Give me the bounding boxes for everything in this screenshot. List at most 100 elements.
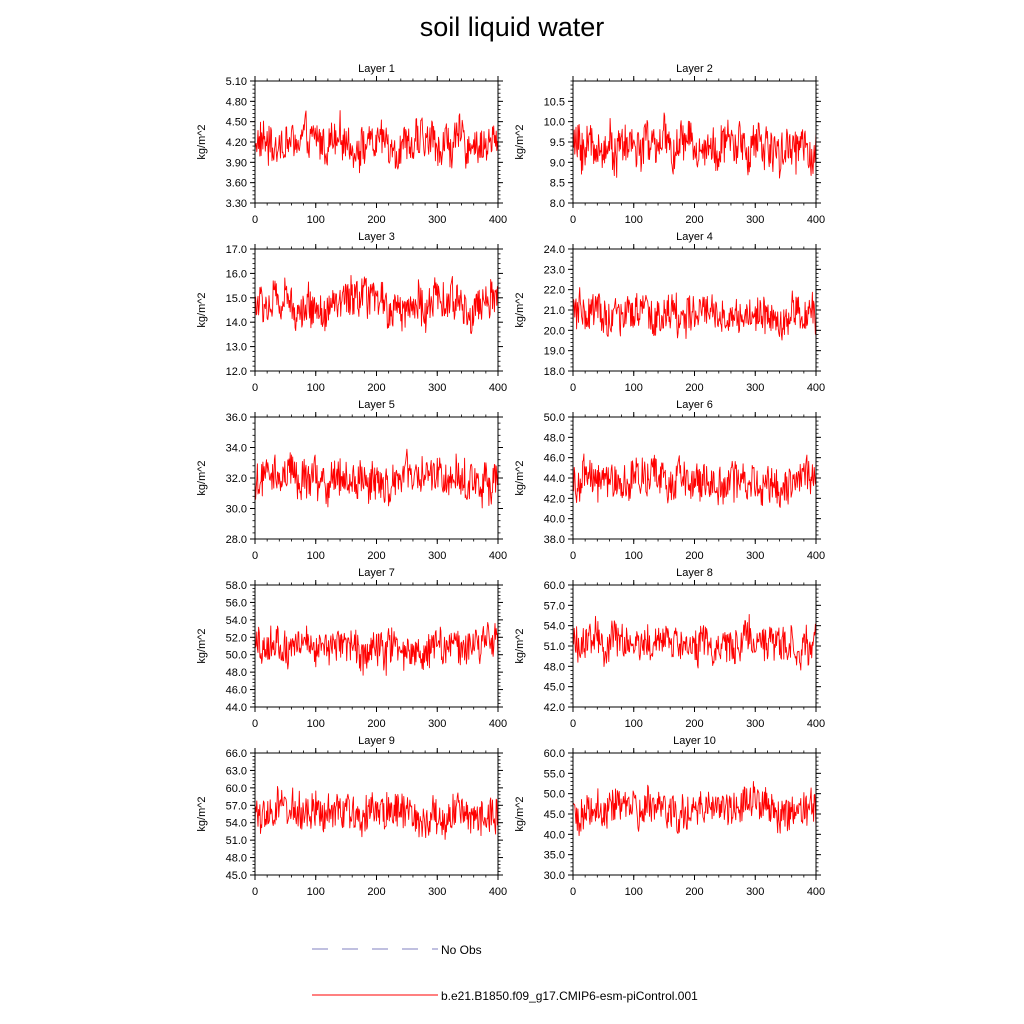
- panel-title: Layer 7: [358, 567, 395, 579]
- y-tick-label: 57.0: [226, 800, 247, 812]
- series-line: [254, 785, 499, 840]
- y-tick-label: 60.0: [544, 748, 565, 760]
- panel-title: Layer 3: [358, 231, 395, 243]
- panel-layer-4: Layer 4 18.0 19.0 20.0 21.0 22.0 23.0 24.0 0 100 2…: [514, 231, 825, 394]
- y-tick-label: 42.0: [544, 702, 565, 714]
- x-tick-label: 300: [746, 718, 764, 730]
- x-tick-label: 100: [307, 382, 325, 394]
- x-tick-label: 100: [307, 886, 325, 898]
- y-tick-label: 44.0: [544, 473, 565, 485]
- x-tick-label: 400: [489, 382, 507, 394]
- panel-title: Layer 6: [676, 399, 713, 411]
- y-tick-label: 8.5: [550, 178, 565, 190]
- panel-layer-1: Layer 1 3.30 3.60 3.90 4.20 4.50 4.80 5.10 0 100 2…: [196, 63, 507, 226]
- y-tick-label: 66.0: [226, 748, 247, 760]
- y-tick-label: 4.20: [226, 137, 247, 149]
- y-tick-label: 12.0: [226, 366, 247, 378]
- x-tick-label: 200: [367, 550, 385, 562]
- y-tick-label: 50.0: [544, 789, 565, 801]
- x-tick-label: 400: [807, 382, 825, 394]
- y-tick-label: 16.0: [226, 268, 247, 280]
- y-tick-label: 20.0: [544, 325, 565, 337]
- y-tick-label: 54.0: [226, 615, 247, 627]
- x-tick-label: 100: [307, 214, 325, 226]
- x-tick-label: 0: [570, 382, 576, 394]
- y-tick-label: 32.0: [226, 473, 247, 485]
- y-tick-label: 5.10: [226, 76, 247, 88]
- x-tick-label: 0: [570, 718, 576, 730]
- series-line: [254, 110, 499, 174]
- y-axis-label: kg/m^2: [514, 628, 526, 663]
- x-tick-label: 100: [625, 886, 643, 898]
- x-tick-label: 0: [252, 886, 258, 898]
- series-line: [572, 781, 817, 837]
- x-tick-label: 0: [570, 214, 576, 226]
- y-tick-label: 19.0: [544, 346, 565, 358]
- y-axis-label: kg/m^2: [196, 796, 208, 831]
- x-tick-label: 400: [807, 718, 825, 730]
- y-tick-label: 48.0: [544, 432, 565, 444]
- legend-label-model-run: b.e21.B1850.f09_g17.CMIP6-esm-piControl.…: [441, 989, 698, 1003]
- panel-layer-9: Layer 9 45.0 48.0 51.0 54.0 57.0 60.0 63.0 66.0 0…: [196, 735, 507, 898]
- series-line: [254, 622, 499, 676]
- y-tick-label: 4.80: [226, 96, 247, 108]
- x-tick-label: 100: [307, 550, 325, 562]
- y-tick-label: 34.0: [226, 443, 247, 455]
- panel-title: Layer 8: [676, 567, 713, 579]
- y-tick-label: 36.0: [226, 412, 247, 424]
- x-tick-label: 100: [625, 550, 643, 562]
- panel-title: Layer 2: [676, 63, 713, 75]
- x-tick-label: 100: [625, 718, 643, 730]
- panel-layer-6: Layer 6 38.0 40.0 42.0 44.0 46.0 48.0 50.0 0 100 2…: [514, 399, 825, 562]
- x-tick-label: 300: [746, 886, 764, 898]
- x-tick-label: 300: [428, 550, 446, 562]
- y-axis-label: kg/m^2: [196, 628, 208, 663]
- x-tick-label: 300: [746, 550, 764, 562]
- x-tick-label: 400: [489, 550, 507, 562]
- y-tick-label: 24.0: [544, 244, 565, 256]
- y-tick-label: 45.0: [226, 870, 247, 882]
- y-tick-label: 9.5: [550, 137, 565, 149]
- x-tick-label: 0: [252, 382, 258, 394]
- y-tick-label: 44.0: [226, 702, 247, 714]
- y-tick-label: 48.0: [226, 853, 247, 865]
- series-line: [572, 453, 817, 508]
- y-tick-label: 4.50: [226, 117, 247, 129]
- y-tick-label: 48.0: [226, 667, 247, 679]
- y-axis-label: kg/m^2: [514, 796, 526, 831]
- x-tick-label: 400: [489, 886, 507, 898]
- y-axis-label: kg/m^2: [196, 460, 208, 495]
- x-tick-label: 300: [428, 886, 446, 898]
- y-tick-label: 30.0: [226, 504, 247, 516]
- y-tick-label: 38.0: [544, 534, 565, 546]
- y-tick-label: 57.0: [544, 600, 565, 612]
- x-tick-label: 400: [807, 550, 825, 562]
- x-tick-label: 200: [685, 718, 703, 730]
- y-tick-label: 3.30: [226, 198, 247, 210]
- x-tick-label: 0: [252, 718, 258, 730]
- y-tick-label: 40.0: [544, 829, 565, 841]
- y-tick-label: 10.5: [544, 96, 565, 108]
- y-tick-label: 42.0: [544, 493, 565, 505]
- x-tick-label: 200: [367, 886, 385, 898]
- x-tick-label: 400: [489, 718, 507, 730]
- panel-layer-3: Layer 3 12.0 13.0 14.0 15.0 16.0 17.0 0 100 200 30…: [196, 231, 507, 394]
- y-axis-label: kg/m^2: [514, 292, 526, 327]
- panel-title: Layer 4: [676, 231, 713, 243]
- x-tick-label: 200: [685, 382, 703, 394]
- x-tick-label: 400: [807, 886, 825, 898]
- x-tick-label: 0: [252, 214, 258, 226]
- panel-title: Layer 10: [673, 735, 716, 747]
- y-tick-label: 10.0: [544, 117, 565, 129]
- x-tick-label: 200: [367, 382, 385, 394]
- x-tick-label: 200: [685, 214, 703, 226]
- y-tick-label: 22.0: [544, 285, 565, 297]
- plot-frame: [572, 752, 817, 876]
- panel-title: Layer 1: [358, 63, 395, 75]
- x-tick-label: 400: [807, 214, 825, 226]
- x-tick-label: 200: [685, 886, 703, 898]
- y-tick-label: 50.0: [544, 412, 565, 424]
- legend-label-no-obs: No Obs: [441, 943, 482, 957]
- x-tick-label: 400: [489, 214, 507, 226]
